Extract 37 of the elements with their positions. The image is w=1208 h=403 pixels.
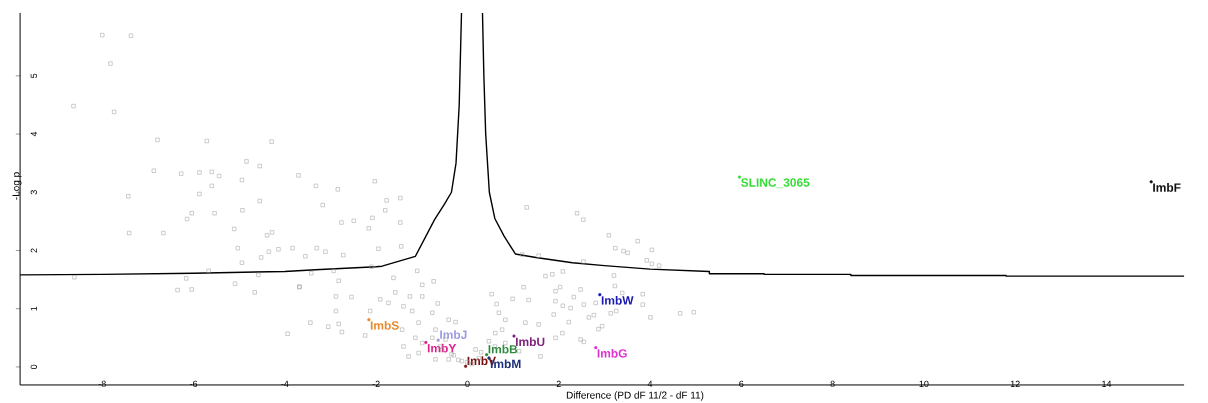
point	[367, 318, 371, 322]
x-tick-label: 4	[647, 380, 653, 387]
x-tick-label: 0	[465, 380, 470, 388]
point	[594, 346, 598, 350]
series-label: ImbG	[597, 348, 627, 358]
series-label: ImbS	[370, 320, 399, 330]
series-label: ImbB	[488, 344, 518, 354]
y-tick-label: 4	[30, 131, 37, 137]
x-tick-label: 6	[739, 380, 744, 388]
x-tick-label: -4	[281, 380, 289, 387]
point	[598, 293, 602, 297]
x-tick-label: 12	[1010, 380, 1020, 387]
x-tick-label: -2	[372, 380, 380, 387]
x-tick-label: 2	[556, 380, 561, 387]
y-tick-label: 0	[30, 364, 38, 370]
x-tick-label: 14	[1102, 380, 1112, 387]
y-tick-label: 3	[30, 190, 38, 195]
series-label: SLINC_3065	[741, 178, 810, 189]
y-tick-label: 1	[30, 306, 37, 311]
point	[424, 340, 428, 345]
point	[512, 334, 516, 338]
x-tick-label: 8	[830, 380, 835, 388]
x-tick-label: -8	[98, 380, 106, 388]
y-tick-label: 5	[30, 73, 37, 78]
point	[436, 338, 440, 342]
series-label: ImbF	[1153, 182, 1181, 192]
y-axis-title: -Log p	[12, 172, 22, 200]
series-label: ImbY	[427, 343, 457, 353]
series-label: ImbW	[601, 295, 634, 305]
point	[1149, 180, 1153, 184]
point	[464, 364, 468, 368]
point	[737, 175, 742, 179]
x-tick-label: -6	[189, 380, 198, 388]
x-tick-label: 10	[919, 380, 929, 388]
y-tick-label: 2	[30, 248, 37, 253]
x-axis-title: Difference (PD dF 11/2 - dF 11)	[566, 391, 704, 401]
series-label: ImbJ	[440, 330, 467, 339]
